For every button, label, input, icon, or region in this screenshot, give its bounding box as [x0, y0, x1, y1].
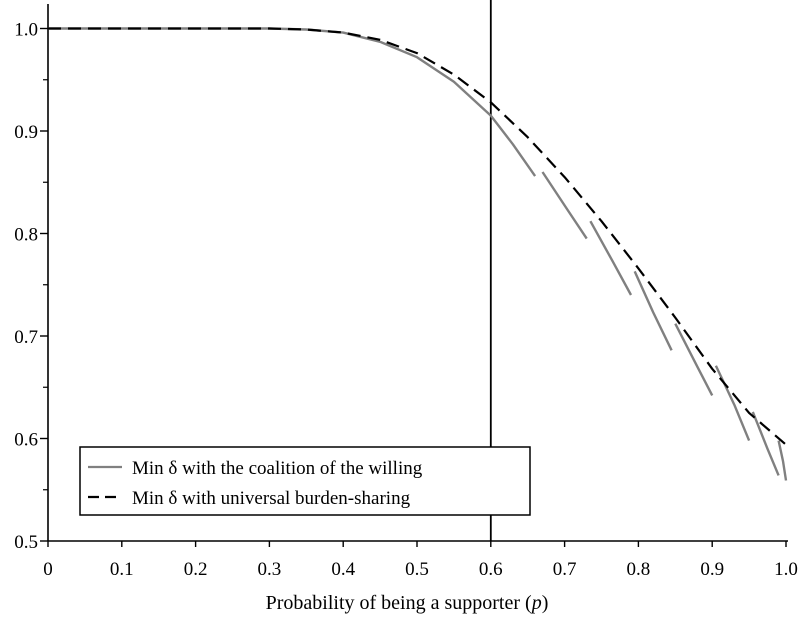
series-coalition-segment [714, 365, 751, 442]
x-tick-label: 0.8 [627, 559, 651, 580]
y-tick-label: 0.7 [14, 327, 38, 348]
x-tick-label: 0 [43, 559, 53, 580]
x-tick-label: 0.2 [184, 559, 208, 580]
y-tick-label: 0.6 [14, 430, 38, 451]
x-tick-label: 0.5 [405, 559, 429, 580]
series-universal-line [48, 27, 787, 446]
series-coalition-segment [777, 440, 788, 481]
x-tick-label: 0.6 [479, 559, 503, 580]
legend-label-coalition: Min δ with the coalition of the willing [132, 458, 423, 479]
x-tick-label: 0.4 [331, 559, 355, 580]
x-tick-label: 0.7 [553, 559, 577, 580]
series-coalition-segment [633, 270, 673, 351]
plot-frame [47, 4, 788, 542]
series-coalition-segment [589, 220, 633, 296]
x-axis-title-variable: p [530, 592, 542, 614]
x-axis-title-close: ) [542, 592, 549, 614]
x-tick-label: 0.1 [110, 559, 134, 580]
x-axis-title-main: Probability of being a supporter ( [266, 592, 532, 614]
y-tick-label: 0.5 [14, 532, 38, 553]
series-coalition-segment [48, 27, 537, 177]
y-tick-label: 0.9 [14, 122, 38, 143]
y-axis-ticks: 0.5 0.6 0.7 0.8 0.9 1.0 [14, 20, 48, 553]
y-tick-label: 1.0 [14, 20, 38, 41]
x-axis-ticks: 0 0.1 0.2 0.3 0.4 0.5 0.6 0.7 0.8 0.9 1.0 [43, 541, 798, 580]
series-coalition-segment [751, 411, 780, 476]
series-layer [48, 27, 788, 481]
series-coalition-segment [674, 323, 714, 396]
legend-box [79, 446, 531, 516]
y-tick-label: 0.8 [14, 225, 38, 246]
x-tick-label: 1.0 [774, 559, 798, 580]
x-tick-label: 0.9 [700, 559, 724, 580]
x-axis-title: Probability of being a supporter (p) [266, 592, 549, 614]
series-coalition-segment [541, 171, 588, 240]
legend: Min δ with the coalition of the willing … [79, 446, 531, 516]
x-tick-label: 0.3 [258, 559, 282, 580]
legend-label-universal: Min δ with universal burden-sharing [132, 488, 411, 509]
